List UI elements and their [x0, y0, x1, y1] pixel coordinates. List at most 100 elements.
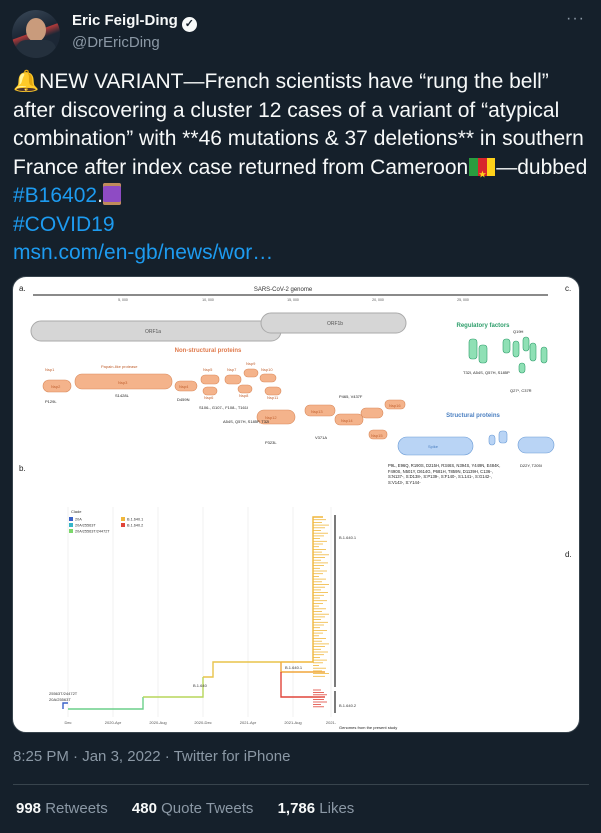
root-label: 25563T/24472T	[49, 691, 78, 696]
tweet-text-part: .	[97, 184, 103, 207]
mutation-label: P323L	[265, 440, 277, 445]
clade-label: B.1.640.1	[285, 665, 303, 670]
cameroon-flag-icon: ★	[469, 157, 496, 179]
legend-swatch	[69, 517, 73, 521]
scale-tick: 10, 000	[202, 298, 214, 302]
nsp-label: Nsp10	[261, 367, 273, 372]
quote-tweets-count: 480	[131, 800, 157, 817]
nsp-label: Nsp7	[227, 367, 237, 372]
tweet-date[interactable]: Jan 3, 2022	[82, 748, 161, 765]
panel-label: d.	[565, 550, 572, 559]
nsp-bar	[237, 384, 253, 394]
spike-mutation-text: P9L, E96Q, R190S, D215H, R346S, N394S, Y…	[388, 463, 501, 485]
author-name[interactable]: Eric Feigl-Ding ✓	[72, 12, 197, 32]
nsp-label: Nsp12	[265, 415, 277, 420]
m-bar	[498, 430, 508, 444]
hashtag-link[interactable]: #COVID19	[13, 212, 115, 236]
nsp-label: Nsp1	[45, 367, 55, 372]
more-dots-icon[interactable]: ···	[566, 10, 585, 27]
nsp-label: Nsp3	[118, 380, 128, 385]
tweet-source[interactable]: Twitter for iPhone	[173, 748, 291, 765]
quote-tweets-label: Quote Tweets	[161, 800, 254, 817]
legend-swatch	[121, 517, 125, 521]
hashtag-link[interactable]: #B16402	[13, 184, 98, 207]
mutation-label: S106-, G107-, F108-, T161I	[199, 405, 248, 410]
likes-label: Likes	[319, 800, 355, 817]
tree-tips	[313, 516, 329, 708]
mutation-label: S1428L	[115, 393, 130, 398]
reg-bar	[522, 336, 530, 352]
x-tick-label: 2020-Aug	[149, 720, 166, 725]
x-tick-label: 2021-Aug	[284, 720, 301, 725]
tweet-time[interactable]: 8:25 PM	[13, 748, 69, 765]
tweet-image[interactable]: a. c. b. d. SARS-CoV-2 genome 5, 000 10,…	[12, 276, 580, 733]
root-label: 20A/25563T	[49, 697, 71, 702]
nsp-label: Nsp9	[246, 361, 256, 366]
tree-branch	[143, 677, 204, 698]
x-tick-label: Dec	[64, 720, 71, 725]
orf1b-label: ORF1b	[327, 321, 343, 327]
clade-label: B.1.640.1	[339, 535, 357, 540]
reg-bar	[529, 342, 537, 362]
author-handle[interactable]: @DrEricDing	[72, 34, 160, 51]
likes-stat[interactable]: 1,786 Likes	[278, 800, 355, 817]
nsp-bar	[368, 429, 388, 440]
reg-bar	[518, 362, 526, 374]
bell-emoji-icon: 🔔	[13, 70, 40, 93]
nsp-label: Nsp4	[179, 384, 189, 389]
divider	[13, 784, 589, 785]
mutation-label: V371A	[315, 435, 327, 440]
nsp-bar	[334, 413, 364, 426]
spike-mutations: P9L, E96Q, R190S, D215H, R346S, N394S, Y…	[388, 463, 501, 485]
reg-bar	[478, 344, 488, 364]
legend-label: B.1.640.2	[127, 524, 143, 528]
x-tick-label: 2020-Dec	[194, 720, 211, 725]
reg-bar	[502, 338, 511, 354]
nsp-bar	[264, 386, 282, 396]
mutation-label: D22Y, T205I	[520, 463, 542, 468]
tweet-text: 🔔NEW VARIANT—French scientists have “run…	[13, 68, 589, 268]
nsp-bar	[200, 374, 220, 385]
tree-branch	[62, 702, 68, 709]
article-link[interactable]: msn.com/en-gb/news/wor…	[13, 241, 274, 264]
panel-label: a.	[19, 284, 26, 293]
quote-tweets-stat[interactable]: 480 Quote Tweets	[132, 800, 253, 817]
legend-swatch	[69, 523, 73, 527]
tweet-stats: 998 Retweets 480 Quote Tweets 1,786 Like…	[16, 800, 374, 817]
nsp-bar	[384, 399, 406, 410]
legend-label: 20A/25563T	[75, 524, 96, 528]
nsp-heading: Non-structural proteins	[175, 348, 242, 354]
nsp-label: Nsp2	[51, 384, 61, 389]
nsp-label: Nsp6	[204, 395, 214, 400]
retweets-count: 998	[16, 800, 42, 817]
legend-label: B.1.640.1	[127, 518, 143, 522]
likes-count: 1,786	[277, 800, 316, 817]
nsp-bar	[174, 380, 198, 392]
nsp-label: Nsp14	[341, 418, 353, 423]
panel-label: c.	[565, 284, 571, 293]
orf1b-bar	[260, 312, 407, 334]
mutation-label: T32I, A54S, Q57H, S185P	[463, 370, 510, 375]
author-name-text[interactable]: Eric Feigl-Ding	[72, 12, 178, 29]
legend-swatch	[121, 523, 125, 527]
tweet-meta: 8:25 PM · Jan 3, 2022 · Twitter for iPho…	[13, 748, 290, 765]
x-tick-label: 2021-	[326, 720, 337, 725]
x-tick-label: 2021-Apr	[240, 720, 257, 725]
verified-badge-icon: ✓	[181, 17, 197, 32]
mutation-label: Q27*, C37R	[510, 388, 532, 393]
mutation-label: D459N	[177, 397, 190, 402]
nsp-bar	[259, 373, 277, 383]
legend: Clade 20A 20A/25563T 20A/25563T/24472T B…	[69, 509, 143, 534]
scale-tick: 25, 000	[457, 298, 469, 302]
reg-bar	[540, 346, 548, 364]
mutation-label: A54S, Q57H, S185P, T32I	[223, 419, 269, 424]
e-bar	[488, 434, 496, 446]
orf1a-label: ORF1a	[145, 329, 161, 335]
mutation-label: P129L	[45, 399, 57, 404]
avatar[interactable]	[12, 10, 60, 58]
retweets-stat[interactable]: 998 Retweets	[16, 800, 108, 817]
clade-label: B.1.640	[193, 683, 208, 688]
legend-label: 20A/25563T/24472T	[75, 530, 110, 534]
genome-title: SARS-CoV-2 genome	[254, 287, 313, 293]
tweet-text-part: NEW VARIANT—French scientists have “rung…	[13, 70, 584, 179]
